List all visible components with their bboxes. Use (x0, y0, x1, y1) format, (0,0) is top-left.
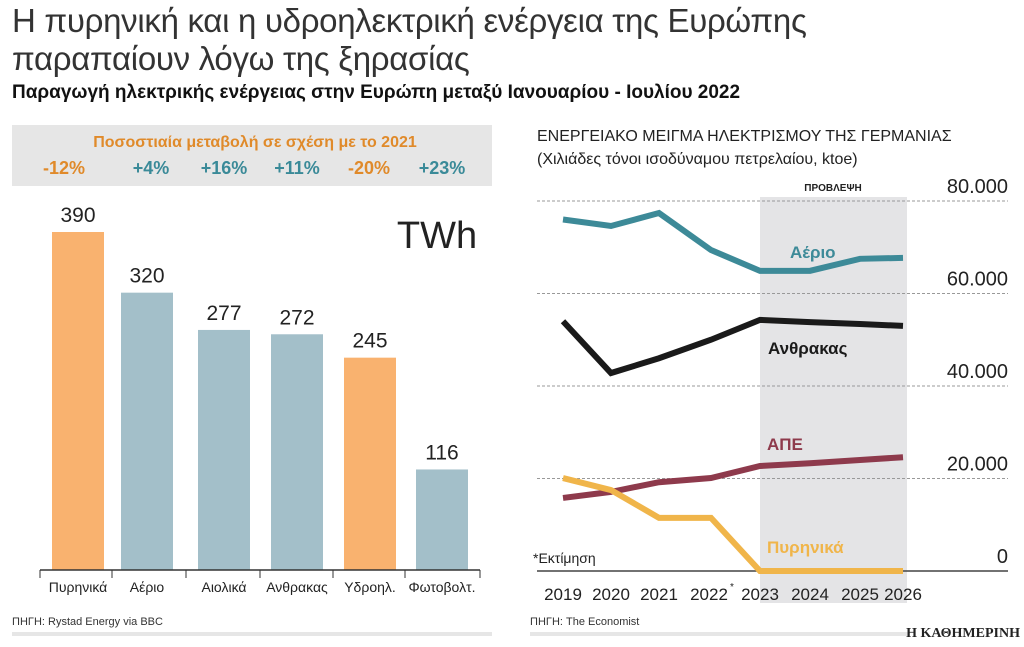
y-tick-label: 0 (997, 546, 1008, 568)
bar-value-label: 390 (60, 204, 95, 227)
x-tick-label: 2023 (741, 585, 779, 604)
series-label: ΑΠΕ (767, 435, 803, 454)
y-tick-label: 40.000 (947, 361, 1008, 383)
bar-value-label: 277 (206, 302, 241, 325)
footer-bar-right (530, 632, 910, 636)
x-tick-label: 2020 (592, 585, 630, 604)
x-tick-asterisk: * (730, 582, 734, 593)
series-line-0 (562, 209, 904, 274)
series-label: Αέριο (790, 243, 836, 262)
y-tick-label: 60.000 (947, 269, 1008, 291)
bar-1 (121, 292, 173, 570)
change-header-box (12, 125, 492, 186)
change-label: -12% (43, 158, 85, 178)
bar-2 (198, 329, 250, 570)
bar-value-label: 320 (129, 265, 164, 288)
x-tick-label: 2025 (841, 585, 879, 604)
forecast-label: ΠΡΟΒΛΕΨΗ (804, 183, 862, 194)
page-subtitle: Παραγωγή ηλεκτρικής ενέργειας στην Ευρώπ… (12, 82, 741, 103)
series-label: Πυρηνικά (767, 538, 844, 557)
x-tick-label: 2022 (690, 585, 728, 604)
unit-label: TWh (397, 215, 477, 257)
change-label: +4% (133, 158, 170, 178)
y-tick-label: 80.000 (947, 176, 1008, 198)
line-chart-title: ΕΝΕΡΓΕΙΑΚΟ ΜΕΙΓΜΑ ΗΛΕΚΤΡΙΣΜΟΥ ΤΗΣ ΓΕΡΜΑΝ… (537, 128, 952, 145)
x-tick-label: 2021 (640, 585, 678, 604)
title-line-2: παραπαίουν λόγω της ξηρασίας (12, 40, 470, 77)
change-label: +11% (274, 158, 320, 178)
title-line-1: Η πυρηνική και η υδροηλεκτρική ενέργεια … (12, 2, 807, 39)
change-header: Ποσοστιαία μεταβολή σε σχέση με το 2021 (93, 134, 417, 151)
y-tick-label: 20.000 (947, 454, 1008, 476)
change-label: -20% (348, 158, 390, 178)
change-label: +23% (419, 158, 466, 178)
bar-category-label: Ανθρακας (266, 579, 328, 595)
bar-value-label: 245 (352, 330, 387, 353)
series-line-3 (562, 475, 903, 574)
bar-4 (344, 357, 396, 570)
bar-category-label: Πυρηνικά (49, 579, 108, 595)
bar-category-label: Αιολικά (201, 579, 246, 595)
bar-value-label: 272 (279, 306, 314, 329)
bar-category-label: Αέριο (130, 579, 165, 595)
series-line-1 (560, 316, 904, 377)
bar-0 (52, 232, 104, 570)
bar-5 (416, 469, 468, 570)
x-tick-label: 2024 (791, 585, 829, 604)
footer-bar-left (12, 632, 492, 636)
x-tick-label: 2019 (544, 585, 582, 604)
footnote: *Εκτίμηση (533, 550, 596, 566)
source-right: ΠΗΓΗ: The Economist (530, 616, 639, 628)
bar-value-label: 116 (425, 441, 458, 464)
series-label: Ανθρακας (768, 339, 848, 358)
bar-category-label: Φωτοβολτ. (408, 579, 475, 595)
source-left: ΠΗΓΗ: Rystad Energy via BBC (12, 616, 163, 628)
brand-logo: Η ΚΑΘΗΜΕΡΙΝΗ (906, 626, 1020, 641)
x-tick-label: 2026 (884, 585, 922, 604)
bar-category-label: Υδροηλ. (344, 579, 396, 595)
series-line-2 (562, 454, 904, 501)
line-chart-subtitle: (Χιλιάδες τόνοι ισοδύναμου πετρελαίου, k… (537, 151, 858, 168)
bar-3 (271, 334, 323, 570)
page-title: Η πυρηνική και η υδροηλεκτρική ενέργεια … (12, 2, 807, 78)
change-label: +16% (201, 158, 248, 178)
